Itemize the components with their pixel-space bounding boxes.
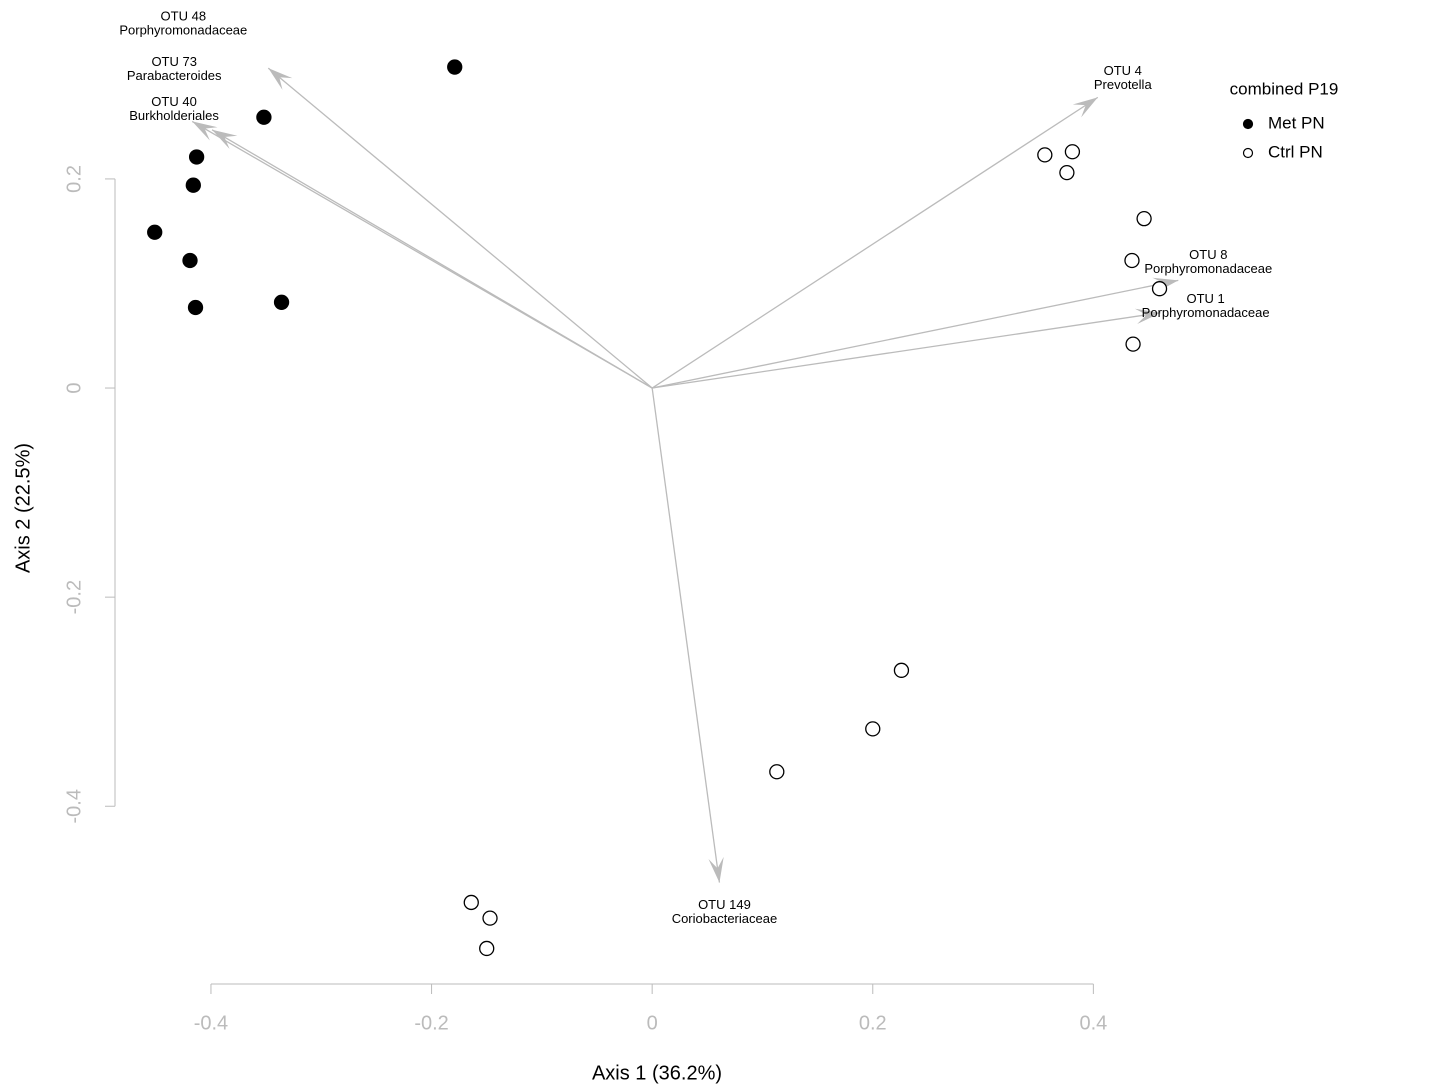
legend-label: Ctrl PN — [1268, 142, 1323, 161]
legend-label: Met PN — [1268, 113, 1325, 132]
arrow-label: OTU 48 — [161, 9, 207, 24]
arrow-shaft — [651, 387, 721, 883]
arrow-label: OTU 40 — [151, 94, 197, 109]
arrow-shaft — [267, 67, 653, 389]
legend-title: combined P19 — [1230, 79, 1339, 98]
arrow-head — [1134, 308, 1161, 324]
x-tick-label: 0.4 — [1079, 1012, 1107, 1034]
point — [1059, 165, 1075, 181]
point — [1037, 147, 1053, 163]
arrow-taxon: Porphyromonadaceae — [119, 23, 247, 38]
legend-marker — [1242, 147, 1254, 159]
x-axis-label: Axis 1 (36.2%) — [592, 1062, 722, 1084]
arrow-taxon: Burkholderiales — [129, 108, 219, 123]
y-axis-label: Axis 2 (22.5%) — [12, 443, 34, 573]
point — [893, 662, 910, 678]
arrow-shaft — [211, 129, 653, 389]
point — [273, 294, 290, 310]
arrow-label: OTU 149 — [698, 897, 751, 912]
point — [865, 721, 881, 737]
point — [1124, 252, 1140, 269]
arrow-head — [708, 856, 724, 883]
point — [1136, 211, 1152, 227]
x-tick-label: 0.2 — [859, 1012, 887, 1034]
arrow-taxon: Coriobacteriaceae — [672, 911, 778, 926]
point — [185, 177, 201, 193]
arrow-shaft — [652, 279, 1179, 389]
point — [482, 910, 498, 926]
arrow-taxon: Prevotella — [1094, 77, 1153, 92]
arrow-head — [268, 68, 293, 90]
x-tick-label: 0 — [647, 1012, 658, 1034]
arrow-taxon: Porphyromonadaceae — [1142, 305, 1270, 320]
arrow-shaft — [652, 312, 1161, 389]
point — [256, 109, 272, 125]
arrow-shaft — [651, 96, 1099, 389]
point — [187, 299, 204, 316]
arrow-head — [212, 129, 238, 149]
arrow-label: OTU 8 — [1189, 247, 1227, 262]
point — [188, 149, 205, 165]
y-tick-label: 0.2 — [63, 165, 85, 193]
arrow-label: OTU 73 — [151, 54, 197, 69]
y-tick-label: -0.2 — [63, 580, 85, 614]
arrow-head — [1072, 97, 1098, 118]
point — [1125, 336, 1141, 352]
point — [182, 252, 198, 269]
arrow-label: OTU 4 — [1104, 63, 1142, 78]
arrow-label: OTU 1 — [1186, 291, 1224, 306]
arrow-taxon: Parabacteroides — [127, 68, 222, 83]
x-tick-label: -0.2 — [414, 1012, 448, 1034]
x-tick-label: -0.4 — [194, 1012, 228, 1034]
point — [479, 940, 495, 957]
point — [147, 224, 163, 240]
arrow-head — [192, 121, 218, 141]
legend-marker — [1242, 118, 1254, 130]
point — [447, 59, 463, 75]
arrow-taxon: Porphyromonadaceae — [1144, 261, 1272, 276]
point — [1151, 281, 1168, 297]
y-tick-label: -0.4 — [63, 789, 85, 823]
y-tick-label: 0 — [63, 382, 85, 393]
point — [1064, 144, 1081, 160]
point — [769, 764, 785, 780]
point — [463, 894, 479, 911]
